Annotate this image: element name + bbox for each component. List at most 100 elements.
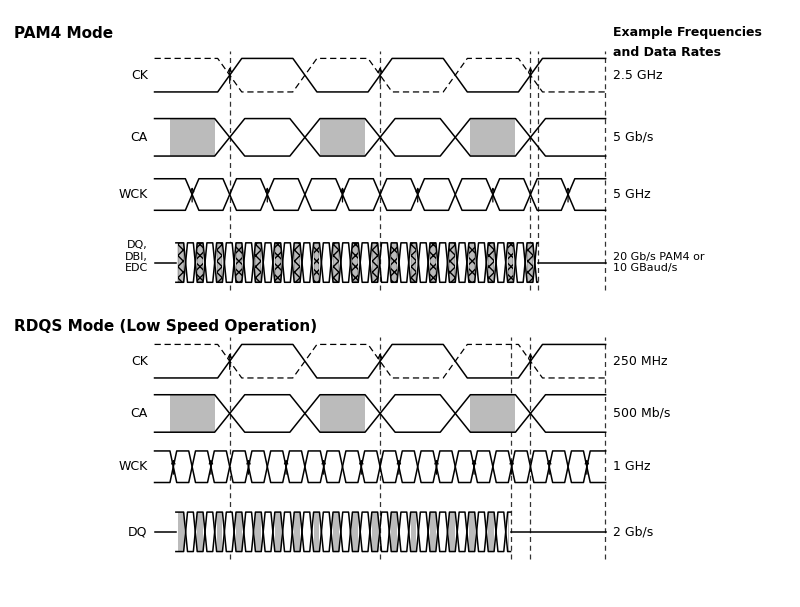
Polygon shape <box>236 243 242 282</box>
Text: 5 GHz: 5 GHz <box>614 188 651 201</box>
Polygon shape <box>265 243 271 282</box>
Polygon shape <box>478 243 484 282</box>
Polygon shape <box>217 243 222 282</box>
Polygon shape <box>178 243 184 282</box>
Polygon shape <box>342 512 349 552</box>
Polygon shape <box>527 243 533 282</box>
Polygon shape <box>546 395 590 432</box>
Polygon shape <box>430 512 436 552</box>
Polygon shape <box>198 512 203 552</box>
Polygon shape <box>372 243 378 282</box>
Polygon shape <box>314 243 319 282</box>
Text: RDQS Mode (Low Speed Operation): RDQS Mode (Low Speed Operation) <box>14 319 317 334</box>
Polygon shape <box>440 243 446 282</box>
Polygon shape <box>430 243 436 282</box>
Polygon shape <box>391 243 397 282</box>
Polygon shape <box>333 243 339 282</box>
Polygon shape <box>395 395 440 432</box>
Polygon shape <box>470 118 515 156</box>
Polygon shape <box>382 243 387 282</box>
Text: WCK: WCK <box>118 188 148 201</box>
Polygon shape <box>508 512 509 552</box>
Polygon shape <box>236 512 242 552</box>
Polygon shape <box>401 243 406 282</box>
Polygon shape <box>198 243 203 282</box>
Text: WCK: WCK <box>118 460 148 473</box>
Polygon shape <box>508 243 514 282</box>
Polygon shape <box>362 512 368 552</box>
Polygon shape <box>420 243 426 282</box>
Polygon shape <box>518 243 523 282</box>
Polygon shape <box>342 243 349 282</box>
Polygon shape <box>226 512 232 552</box>
Polygon shape <box>372 512 378 552</box>
Polygon shape <box>362 243 368 282</box>
Text: CK: CK <box>131 354 148 368</box>
Polygon shape <box>353 243 358 282</box>
Polygon shape <box>488 243 494 282</box>
Polygon shape <box>353 512 358 552</box>
Polygon shape <box>207 243 213 282</box>
Polygon shape <box>440 512 446 552</box>
Polygon shape <box>478 512 484 552</box>
Text: PAM4 Mode: PAM4 Mode <box>14 26 113 41</box>
Polygon shape <box>304 243 310 282</box>
Polygon shape <box>265 512 271 552</box>
Polygon shape <box>498 512 504 552</box>
Polygon shape <box>395 118 440 156</box>
Polygon shape <box>401 512 406 552</box>
Polygon shape <box>304 512 310 552</box>
Polygon shape <box>245 395 290 432</box>
Polygon shape <box>459 243 465 282</box>
Polygon shape <box>178 512 184 552</box>
Polygon shape <box>469 512 474 552</box>
Text: 2.5 GHz: 2.5 GHz <box>614 69 663 82</box>
Polygon shape <box>546 118 590 156</box>
Text: CK: CK <box>131 69 148 82</box>
Polygon shape <box>187 512 194 552</box>
Polygon shape <box>450 243 455 282</box>
Polygon shape <box>294 512 300 552</box>
Polygon shape <box>410 243 417 282</box>
Polygon shape <box>294 243 300 282</box>
Polygon shape <box>217 512 222 552</box>
Polygon shape <box>285 512 290 552</box>
Text: and Data Rates: and Data Rates <box>614 46 722 59</box>
Polygon shape <box>275 243 281 282</box>
Polygon shape <box>170 395 214 432</box>
Text: CA: CA <box>130 131 148 144</box>
Polygon shape <box>207 512 213 552</box>
Polygon shape <box>323 512 329 552</box>
Polygon shape <box>410 512 417 552</box>
Polygon shape <box>470 395 515 432</box>
Polygon shape <box>323 243 329 282</box>
Text: 20 Gb/s PAM4 or
10 GBaud/s: 20 Gb/s PAM4 or 10 GBaud/s <box>614 252 705 273</box>
Text: 500 Mb/s: 500 Mb/s <box>614 407 670 420</box>
Polygon shape <box>320 118 365 156</box>
Polygon shape <box>320 395 365 432</box>
Polygon shape <box>255 243 262 282</box>
Text: DQ,
DBI,
EDC: DQ, DBI, EDC <box>125 240 148 273</box>
Polygon shape <box>469 243 474 282</box>
Polygon shape <box>314 512 319 552</box>
Text: DQ: DQ <box>128 525 148 538</box>
Text: 1 GHz: 1 GHz <box>614 460 651 473</box>
Polygon shape <box>333 512 339 552</box>
Polygon shape <box>285 243 290 282</box>
Polygon shape <box>255 512 262 552</box>
Polygon shape <box>382 512 387 552</box>
Polygon shape <box>246 512 251 552</box>
Polygon shape <box>459 512 465 552</box>
Polygon shape <box>170 118 214 156</box>
Polygon shape <box>187 243 194 282</box>
Polygon shape <box>275 512 281 552</box>
Polygon shape <box>498 243 504 282</box>
Polygon shape <box>245 118 290 156</box>
Polygon shape <box>488 512 494 552</box>
Text: 5 Gb/s: 5 Gb/s <box>614 131 654 144</box>
Text: Example Frequencies: Example Frequencies <box>614 26 762 39</box>
Polygon shape <box>450 512 455 552</box>
Polygon shape <box>391 512 397 552</box>
Polygon shape <box>226 243 232 282</box>
Polygon shape <box>246 243 251 282</box>
